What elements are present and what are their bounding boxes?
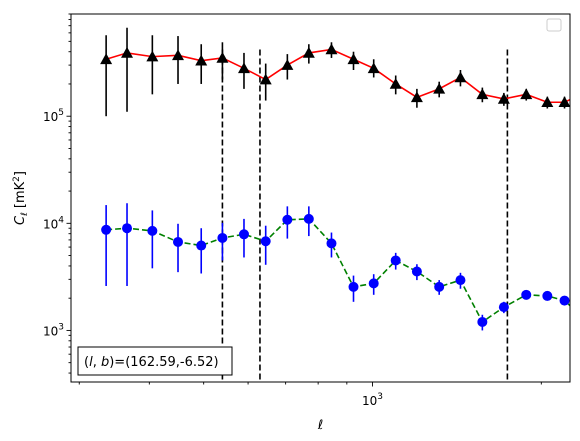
data-point-triangle <box>237 62 250 74</box>
data-point-triangle <box>121 46 134 58</box>
data-point-triangle <box>195 54 208 66</box>
data-point-circle <box>477 316 488 327</box>
data-point-triangle <box>216 51 229 63</box>
x-axis-label: ℓ <box>317 418 323 433</box>
data-point-circle <box>196 240 207 251</box>
y-tick-label: 104 <box>43 215 64 231</box>
data-point-circle <box>390 255 401 266</box>
data-point-circle <box>434 281 445 292</box>
data-point-triangle <box>454 71 467 83</box>
data-point-triangle <box>172 49 185 61</box>
y-tick-label: 103 <box>43 322 64 338</box>
data-point-circle <box>282 214 293 225</box>
plot-frame <box>70 13 571 383</box>
data-point-triangle <box>146 50 159 62</box>
data-point-triangle <box>541 96 554 108</box>
data-point-triangle <box>302 46 315 58</box>
data-point-circle <box>498 302 509 313</box>
y-axis-label: Cℓ [mK2] <box>12 171 30 225</box>
data-point-triangle <box>389 77 402 89</box>
y-tick-label: 105 <box>43 108 64 124</box>
plot-area <box>100 27 570 382</box>
data-point-triangle <box>433 82 446 94</box>
data-point-triangle <box>367 62 380 74</box>
data-point-circle <box>217 232 228 243</box>
data-point-circle <box>521 289 532 300</box>
annotation-text: (l, b)=(162.59,-6.52) <box>84 355 219 370</box>
axes: 103 103 104 105 ℓ Cℓ [mK2] (l, b)=(162.59,-6.5… <box>12 13 571 433</box>
data-point-circle <box>238 229 249 240</box>
legend-box <box>546 18 562 32</box>
data-point-circle <box>303 213 314 224</box>
data-point-circle <box>455 275 466 286</box>
data-point-triangle <box>497 92 510 104</box>
data-point-circle <box>368 278 379 289</box>
data-point-triangle <box>476 88 489 100</box>
data-point-circle <box>542 290 553 301</box>
data-point-triangle <box>410 91 423 103</box>
data-point-circle <box>326 238 337 249</box>
data-point-triangle <box>259 73 272 85</box>
x-tick-label: 103 <box>362 392 383 408</box>
data-point-triangle <box>281 59 294 70</box>
annotation-box <box>77 346 233 376</box>
data-point-circle <box>411 266 422 277</box>
data-point-triangle <box>347 53 360 65</box>
plot-content <box>100 27 570 382</box>
data-point-triangle <box>520 88 533 100</box>
data-point-circle <box>348 281 359 292</box>
data-point-triangle <box>325 43 338 55</box>
data-point-circle <box>122 223 133 234</box>
data-point-circle <box>173 236 184 247</box>
series-line <box>105 48 570 104</box>
data-point-circle <box>559 295 570 306</box>
data-point-triangle <box>558 96 570 108</box>
data-point-circle <box>147 225 158 236</box>
data-point-circle <box>101 224 112 235</box>
data-point-triangle <box>100 53 113 65</box>
data-point-circle <box>260 236 271 247</box>
